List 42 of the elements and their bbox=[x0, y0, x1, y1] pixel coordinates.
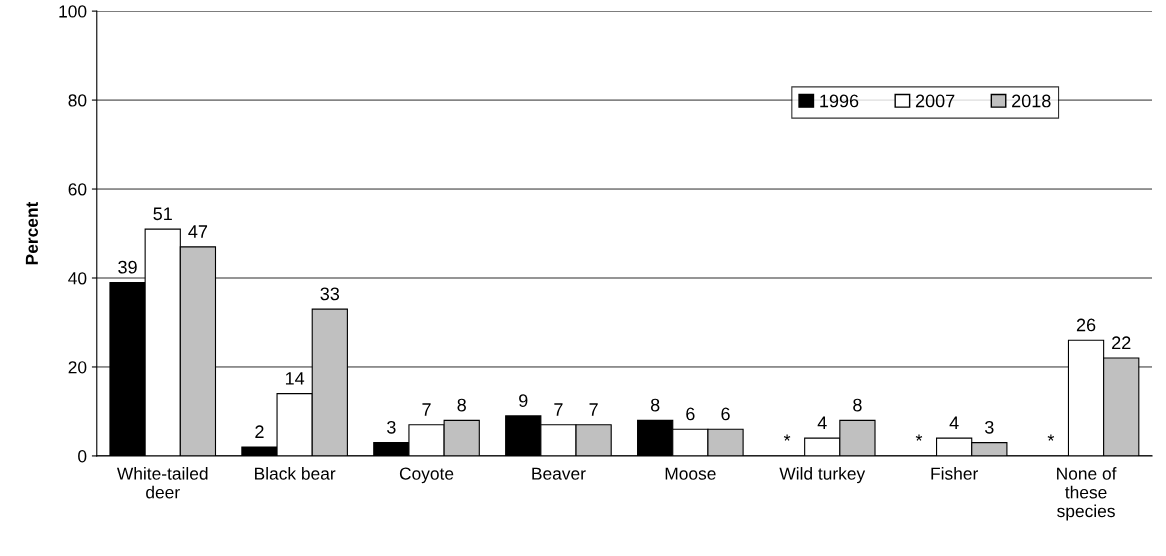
y-tick-label: 40 bbox=[68, 272, 87, 285]
x-tick-label: Moose bbox=[665, 467, 716, 480]
data-label: 7 bbox=[422, 403, 431, 416]
data-label: 8 bbox=[853, 398, 862, 412]
legend-label: 1996 bbox=[820, 94, 859, 108]
data-label: 47 bbox=[188, 225, 208, 238]
data-label: 3 bbox=[387, 420, 396, 434]
y-tick-label: 100 bbox=[59, 5, 87, 18]
x-tick-label: Coyote bbox=[399, 467, 454, 484]
x-tick-label: Black bear bbox=[255, 467, 336, 480]
data-label: 8 bbox=[457, 398, 466, 412]
data-label: 51 bbox=[153, 207, 172, 221]
data-label: 7 bbox=[589, 403, 598, 416]
data-label: 8 bbox=[650, 398, 660, 412]
x-tick-label: White-tailed deer bbox=[116, 467, 208, 499]
legend-label: 2007 bbox=[915, 94, 955, 108]
data-label: 39 bbox=[118, 260, 137, 274]
data-label: 2 bbox=[255, 425, 264, 438]
data-label: 26 bbox=[1076, 318, 1096, 332]
text: * bbox=[915, 434, 923, 441]
data-label: 7 bbox=[554, 403, 563, 416]
x-tick-label: Beaver bbox=[532, 467, 586, 480]
data-label: 4 bbox=[817, 416, 827, 430]
legend-label: 2018 bbox=[1012, 94, 1051, 108]
text: * bbox=[783, 434, 791, 441]
data-label: 4 bbox=[949, 416, 959, 430]
x-tick-label: Fisher bbox=[931, 467, 978, 480]
data-label: 3 bbox=[984, 420, 994, 434]
y-tick-label: 20 bbox=[68, 361, 87, 374]
y-tick-label: 60 bbox=[68, 183, 87, 196]
data-label: 9 bbox=[519, 394, 528, 407]
text: * bbox=[1047, 434, 1055, 441]
y-tick-label: 80 bbox=[68, 94, 87, 107]
data-label: 14 bbox=[285, 372, 305, 385]
x-tick-label: None of these species bbox=[1057, 467, 1117, 521]
data-label: 33 bbox=[320, 287, 340, 301]
data-label: 6 bbox=[721, 407, 730, 421]
data-label: 22 bbox=[1112, 336, 1131, 349]
data-label: 6 bbox=[686, 407, 695, 421]
y-tick-label: 0 bbox=[78, 450, 87, 463]
y-axis-title: Percent bbox=[25, 201, 38, 265]
x-tick-label: Wild turkey bbox=[779, 467, 866, 484]
